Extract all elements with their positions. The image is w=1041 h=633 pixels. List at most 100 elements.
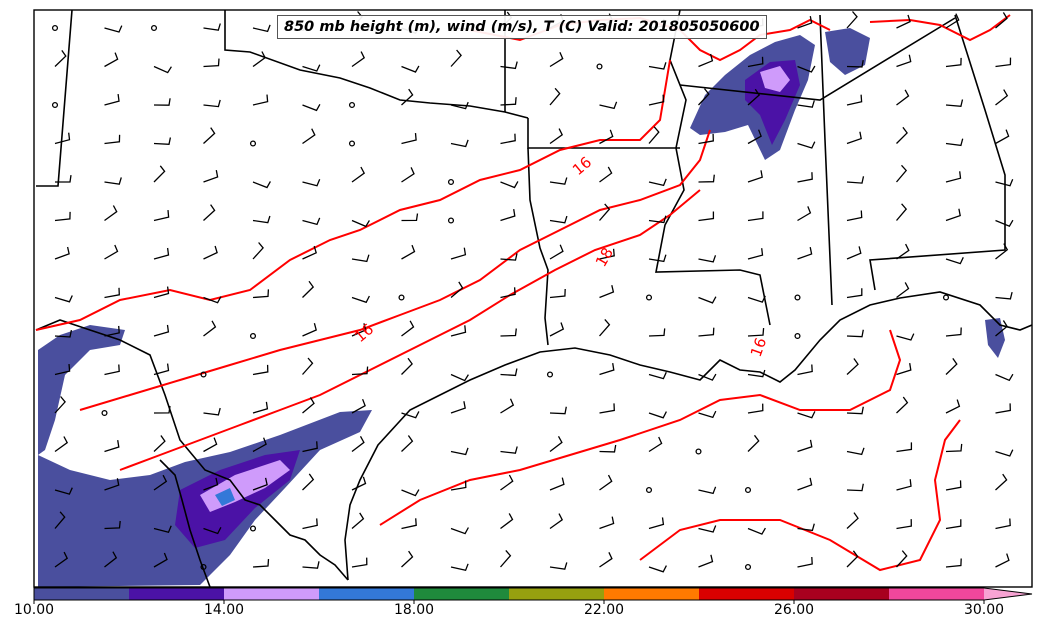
wind-barb — [698, 255, 717, 263]
wind-barb — [500, 513, 514, 530]
wind-barb — [995, 89, 1009, 106]
wind-barb — [252, 215, 271, 224]
wind-barb — [846, 550, 859, 568]
wind-barb — [797, 364, 813, 376]
wind-barb — [401, 167, 415, 183]
wind-barb — [945, 358, 958, 375]
wind-barb — [351, 366, 369, 376]
wind-barb — [500, 287, 516, 299]
wind-barb — [648, 178, 667, 187]
wind-barb — [500, 368, 518, 377]
wind-barb — [995, 473, 1008, 491]
wind-barb — [995, 243, 1009, 260]
calm-wind-marker — [546, 371, 554, 378]
wind-barb — [549, 177, 568, 185]
wind-barb — [648, 411, 667, 419]
wind-barb — [252, 181, 271, 189]
calm-wind-marker — [348, 101, 356, 109]
wind-barb — [500, 61, 518, 70]
wind-barb — [351, 476, 367, 491]
wind-barb — [846, 246, 862, 260]
wind-barb — [252, 24, 271, 33]
calm-wind-marker — [249, 525, 257, 532]
wind-barb — [846, 447, 865, 456]
calm-wind-marker — [744, 563, 752, 571]
wind-barb — [153, 324, 170, 337]
wind-barb — [153, 525, 172, 533]
wind-barb — [203, 23, 221, 31]
wind-barb — [896, 14, 911, 29]
calm-wind-marker — [249, 332, 257, 340]
wind-barb — [401, 435, 414, 452]
wind-barb — [945, 257, 964, 265]
wind-barb — [500, 253, 518, 261]
wind-barb — [945, 443, 963, 453]
wind-barb — [797, 523, 815, 532]
wind-barb — [945, 327, 962, 337]
wind-barb — [747, 328, 765, 337]
wind-barb — [698, 373, 717, 381]
contour-label-18: 18 — [592, 244, 617, 270]
contour-16-central — [79, 129, 711, 411]
wind-barb — [797, 15, 813, 29]
wind-barb — [302, 64, 321, 72]
contour-16-west — [35, 59, 671, 331]
plot-frame — [33, 9, 1033, 588]
wind-barb — [896, 282, 910, 299]
wind-barb — [450, 139, 469, 148]
wind-barb — [401, 133, 417, 145]
wind-barb — [500, 133, 516, 145]
wind-barb — [104, 520, 121, 530]
wind-barb — [55, 175, 72, 183]
calm-wind-marker — [695, 448, 702, 455]
wind-barb — [450, 527, 469, 535]
wind-barb — [104, 177, 122, 185]
wind-barb — [450, 281, 464, 298]
wind-barb — [846, 288, 863, 299]
wind-barb — [203, 477, 219, 491]
border-ar — [527, 147, 549, 346]
wind-barb — [648, 517, 665, 530]
wind-barb — [995, 518, 1011, 530]
wind-barb — [797, 172, 813, 183]
wind-barb — [302, 103, 321, 112]
wind-barb — [797, 141, 816, 149]
wind-barb — [203, 127, 216, 144]
wind-barb — [500, 398, 515, 414]
wind-barb — [995, 57, 1012, 68]
calm-wind-marker — [101, 409, 108, 417]
wind-barb — [153, 474, 168, 491]
colorbar-swatch — [319, 588, 414, 600]
wind-barb — [351, 254, 370, 263]
calm-wind-marker — [596, 63, 603, 70]
wind-barb — [945, 99, 964, 107]
calm-wind-marker — [398, 294, 405, 301]
wind-barb — [401, 244, 416, 260]
wind-barb — [54, 364, 71, 376]
wind-barb — [302, 473, 315, 491]
colorbar-tick-label: 26.00 — [773, 602, 815, 618]
wind-barb — [945, 138, 964, 147]
wind-barb — [698, 174, 715, 183]
wind-barb — [450, 480, 467, 491]
calm-wind-marker — [150, 24, 158, 32]
wind-barb — [401, 65, 420, 73]
wind-barb — [203, 245, 218, 260]
calm-wind-marker — [794, 332, 801, 340]
wind-barb — [698, 211, 715, 222]
wind-barb — [153, 363, 170, 376]
contour-ne — [869, 14, 1011, 42]
contour-18 — [119, 189, 701, 471]
wind-barb — [797, 411, 816, 419]
wind-barb — [450, 401, 466, 414]
colorbar-swatch — [699, 588, 794, 600]
wind-barb — [153, 165, 166, 183]
wind-barb — [599, 248, 615, 260]
wind-barb — [104, 364, 120, 376]
wind-barb — [995, 449, 1014, 457]
wind-barb — [54, 211, 71, 222]
wind-barb — [54, 329, 73, 338]
wind-barb — [549, 406, 567, 415]
wind-barb — [104, 439, 120, 453]
calm-wind-marker — [51, 101, 59, 109]
